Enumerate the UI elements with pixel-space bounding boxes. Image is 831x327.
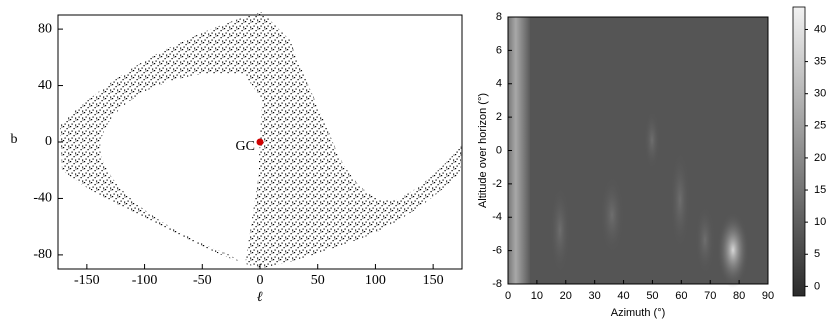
x-tick-label: 80 [733, 290, 745, 302]
x-tick-label: -150 [74, 273, 100, 288]
colorbar-tick-label: 35 [814, 55, 826, 67]
y-tick-label: -8 [492, 278, 502, 290]
x-tick-label: 60 [675, 290, 687, 302]
annotation-label: GC [236, 139, 255, 154]
y-tick-label: 0 [45, 134, 52, 149]
y-tick-label: -6 [492, 245, 502, 257]
y-tick-label: -4 [492, 211, 502, 223]
colorbar-tick-label: 10 [814, 216, 826, 228]
x-tick-label: 0 [505, 290, 511, 302]
y-tick-label: 6 [496, 44, 502, 56]
x-tick-label: 70 [704, 290, 716, 302]
y-tick-label: 8 [496, 11, 502, 23]
x-tick-label: 40 [617, 290, 629, 302]
x-tick-label: 50 [311, 273, 325, 288]
y-tick-label: 80 [38, 21, 52, 36]
x-tick-label: 100 [365, 273, 386, 288]
x-tick-label: 20 [560, 290, 572, 302]
colorbar-tick-label: 25 [814, 120, 826, 132]
colorbar-tick-label: 30 [814, 88, 826, 100]
x-tick-label: 30 [589, 290, 601, 302]
x-tick-label: 10 [531, 290, 543, 302]
x-tick-label: -100 [132, 273, 158, 288]
x-tick-label: 90 [762, 290, 774, 302]
y-axis-label: Altitude over horizon (°) [477, 93, 489, 208]
colorbar-tick-label: 15 [814, 184, 826, 196]
x-axis-label: Azimuth (°) [611, 307, 666, 319]
colorbar-tick-label: 5 [814, 248, 820, 260]
y-tick-label: -40 [33, 191, 52, 206]
y-tick-label: 4 [496, 78, 502, 90]
y-axis-label: b [11, 132, 18, 147]
y-tick-label: 2 [496, 111, 502, 123]
colorbar [792, 6, 806, 297]
x-tick-label: 150 [423, 273, 444, 288]
y-tick-label: -80 [33, 247, 52, 262]
x-tick-label: 0 [257, 273, 264, 288]
x-tick-label: 50 [646, 290, 658, 302]
heatmap-image [508, 17, 768, 288]
y-tick-label: 40 [38, 78, 52, 93]
colorbar-tick-label: 0 [814, 280, 820, 292]
y-tick-label: -2 [492, 178, 502, 190]
x-axis-label: ℓ [257, 290, 263, 305]
colorbar-tick-label: 20 [814, 152, 826, 164]
annotation-point [256, 138, 264, 146]
x-tick-label: -50 [193, 273, 212, 288]
colorbar-tick-label: 40 [814, 23, 826, 35]
y-tick-label: 0 [496, 144, 502, 156]
